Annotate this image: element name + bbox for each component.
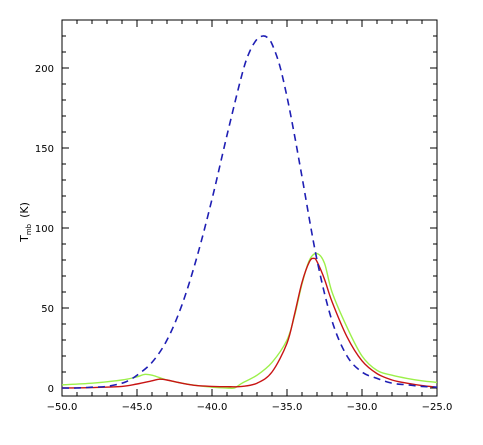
y-axis-title-unit: (K) xyxy=(18,202,31,218)
y-tick-label: 200 xyxy=(35,64,54,75)
y-axis-title-sub: mb xyxy=(25,223,33,235)
x-tick-label: −50.0 xyxy=(47,402,78,413)
x-tick-label: −35.0 xyxy=(272,402,303,413)
series-layer xyxy=(61,35,438,390)
axis-ticks xyxy=(61,20,438,396)
x-tick-label: −40.0 xyxy=(197,402,228,413)
x-tick-label: −30.0 xyxy=(347,402,378,413)
y-tick-label: 150 xyxy=(35,144,54,155)
x-tick-label: −45.0 xyxy=(122,402,153,413)
series-line xyxy=(61,257,438,389)
y-axis-title: Tmb (K) xyxy=(18,202,33,243)
series-line xyxy=(61,35,438,389)
series-line xyxy=(61,252,438,390)
y-tick-label: 0 xyxy=(48,384,54,395)
tick-labels: −50.0 −45.0 −40.0 −35.0 −30.0 −25.0 0 50 100 150 2… xyxy=(35,64,452,413)
y-tick-label: 100 xyxy=(35,224,54,235)
plot-frame xyxy=(61,19,438,397)
y-tick-label: 50 xyxy=(41,304,54,315)
x-tick-label: −25.0 xyxy=(422,402,453,413)
y-axis-title-main: T xyxy=(18,235,31,243)
